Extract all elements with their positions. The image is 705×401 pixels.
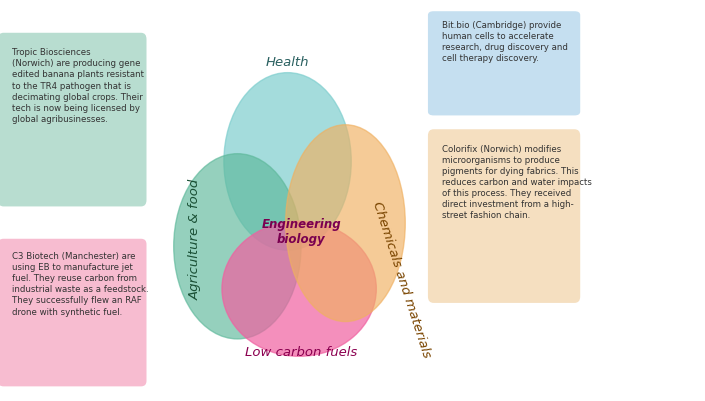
- Text: Engineering
biology: Engineering biology: [262, 217, 341, 245]
- Text: Agriculture & food: Agriculture & food: [188, 178, 202, 300]
- FancyBboxPatch shape: [0, 239, 147, 387]
- Ellipse shape: [173, 154, 301, 339]
- Text: Colorifix (Norwich) modifies
microorganisms to produce
pigments for dying fabric: Colorifix (Norwich) modifies microorgani…: [442, 144, 592, 220]
- FancyBboxPatch shape: [428, 130, 580, 303]
- FancyBboxPatch shape: [0, 34, 147, 207]
- FancyBboxPatch shape: [428, 12, 580, 116]
- Text: Tropic Biosciences
(Norwich) are producing gene
edited banana plants resistant
t: Tropic Biosciences (Norwich) are produci…: [12, 48, 144, 124]
- Ellipse shape: [224, 73, 351, 251]
- Text: C3 Biotech (Manchester) are
using EB to manufacture jet
fuel. They reuse carbon : C3 Biotech (Manchester) are using EB to …: [12, 251, 148, 316]
- Text: Chemicals and materials: Chemicals and materials: [370, 200, 433, 359]
- Ellipse shape: [222, 222, 376, 356]
- Ellipse shape: [286, 126, 405, 322]
- Text: Low carbon fuels: Low carbon fuels: [245, 345, 357, 358]
- Text: Bit.bio (Cambridge) provide
human cells to accelerate
research, drug discovery a: Bit.bio (Cambridge) provide human cells …: [442, 21, 568, 63]
- Text: Health: Health: [266, 55, 309, 69]
